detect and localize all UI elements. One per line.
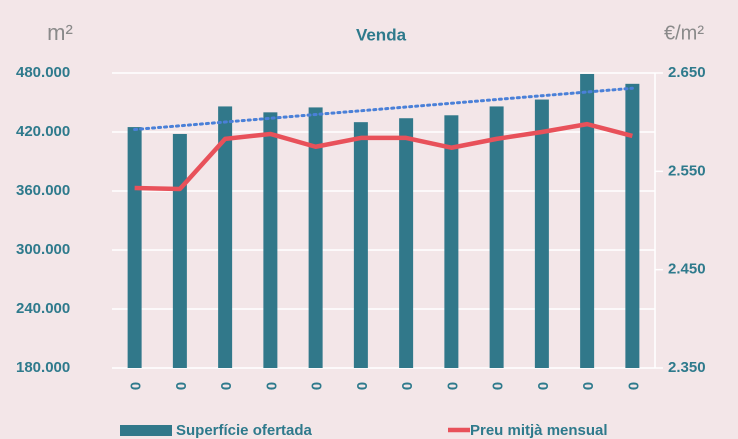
bar — [580, 73, 595, 368]
line — [134, 121, 633, 192]
x-tick-label: 0 — [172, 382, 189, 390]
legend-label: Superfície ofertada — [176, 422, 313, 439]
bar — [534, 99, 549, 369]
bar — [127, 127, 142, 368]
y-tick-label: 180.000 — [16, 359, 70, 376]
y2-axis-label: €/m² — [664, 22, 704, 44]
x-tick-label: 0 — [443, 382, 460, 390]
y-axis-label: m² — [47, 20, 73, 45]
x-tick-label: 0 — [262, 382, 279, 390]
bar — [308, 107, 323, 369]
x-tick-label: 0 — [624, 382, 641, 390]
bar — [218, 106, 233, 368]
bar — [489, 106, 504, 368]
x-tick-label: 0 — [398, 382, 415, 390]
x-tick-label: 0 — [353, 382, 370, 390]
legend-label: Preu mitjà mensual — [470, 422, 608, 439]
y-tick-label: 300.000 — [16, 241, 70, 258]
y-tick-label: 480.000 — [16, 64, 70, 81]
y-tick-label: 360.000 — [16, 182, 70, 199]
y2-tick-label: 2.550 — [668, 162, 706, 179]
y-tick-label: 240.000 — [16, 300, 70, 317]
bar — [444, 115, 459, 369]
y-tick-label: 420.000 — [16, 123, 70, 140]
y2-tick-label: 2.450 — [668, 261, 706, 278]
x-tick-label: 0 — [534, 382, 551, 390]
trendline — [133, 86, 634, 132]
x-tick-label: 0 — [127, 382, 144, 390]
x-tick-label: 0 — [489, 382, 506, 390]
x-tick-label: 0 — [579, 382, 596, 390]
x-tick-label: 0 — [217, 382, 234, 390]
bar — [353, 122, 368, 369]
bar — [399, 118, 414, 368]
bar — [625, 83, 640, 369]
chart-title: Venda — [356, 25, 407, 44]
y2-tick-label: 2.650 — [668, 64, 706, 81]
legend-swatch — [120, 425, 172, 436]
y2-tick-label: 2.350 — [668, 359, 706, 376]
bar — [263, 112, 278, 368]
bar — [172, 133, 187, 368]
x-tick-label: 0 — [308, 382, 325, 390]
